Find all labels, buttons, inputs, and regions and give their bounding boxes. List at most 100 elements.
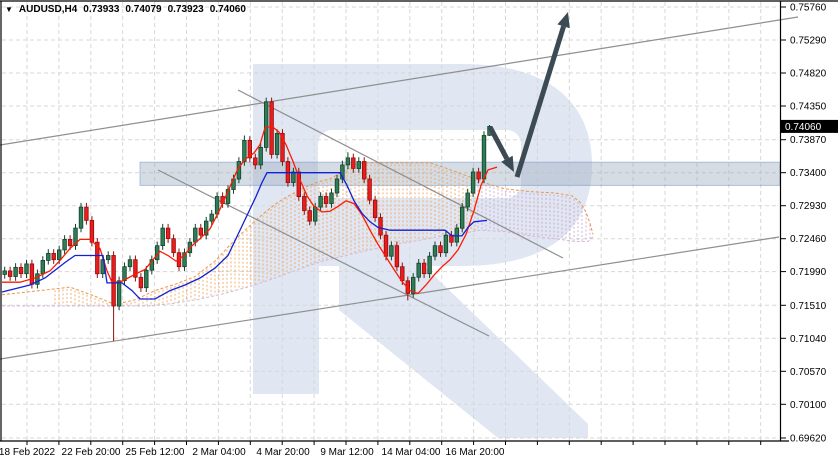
time-label: 16 Mar 20:00	[446, 447, 505, 458]
bull-candle	[116, 280, 122, 307]
price-label: 0.74350	[790, 102, 827, 113]
bear-candle	[269, 101, 274, 155]
bull-candle	[40, 259, 45, 275]
time-label: 25 Feb 12:00	[126, 447, 185, 458]
current-price-label: 0.74060	[785, 122, 822, 133]
senkou-span-a-line	[1, 162, 594, 306]
chart-title-bar: ▼ AUDUSD,H4 0.73933 0.74079 0.73923 0.74…	[5, 4, 246, 15]
bear-candle	[400, 266, 405, 282]
bull-candle	[35, 273, 40, 285]
ascending-channel-upper[interactable]	[0, 16, 799, 146]
bear-candle	[247, 139, 252, 159]
bear-candle	[438, 245, 443, 254]
bear-candle	[111, 255, 116, 307]
forecast-arrow-shaft	[514, 25, 566, 178]
bull-candle	[356, 161, 361, 169]
bull-candle	[160, 227, 165, 247]
forecast-arrow-shaft	[487, 125, 510, 160]
time-label: 14 Mar 04:00	[382, 447, 441, 458]
bull-candle	[57, 249, 62, 261]
time-label: 4 Mar 20:00	[256, 447, 310, 458]
bear-candle	[394, 245, 400, 268]
bear-candle	[18, 266, 24, 275]
bear-candle	[89, 219, 95, 243]
bull-candle	[193, 227, 198, 243]
bull-candle	[432, 245, 438, 257]
price-label: 0.75290	[790, 36, 827, 47]
bull-candle	[144, 269, 149, 289]
bull-candle	[203, 220, 209, 236]
bull-candle	[334, 178, 340, 194]
bear-candle	[405, 280, 410, 294]
bear-candle	[138, 276, 144, 289]
bull-candle	[340, 164, 345, 180]
bull-candle	[345, 157, 351, 166]
bull-candle	[416, 262, 421, 278]
bull-candle	[258, 146, 263, 166]
bull-candle	[274, 132, 280, 155]
bull-candle	[46, 252, 51, 261]
ohlc-high: 0.74079	[125, 4, 162, 15]
kijun-sen-line	[1, 172, 488, 300]
bull-candle	[78, 206, 84, 229]
ohlc-close: 0.74060	[209, 4, 246, 15]
bear-candle	[372, 199, 378, 219]
bear-candle	[323, 196, 329, 204]
bull-candle	[182, 252, 187, 268]
bull-candle	[263, 101, 269, 148]
bull-candle	[459, 206, 465, 229]
bear-candle	[171, 238, 176, 254]
bear-candle	[280, 132, 285, 162]
price-label: 0.71040	[790, 334, 827, 345]
price-label: 0.72930	[790, 201, 827, 212]
descending-line-lower[interactable]	[157, 169, 490, 337]
price-label: 0.75760	[790, 3, 827, 14]
bear-candle	[51, 252, 56, 261]
bull-candle	[291, 171, 296, 183]
price-label: 0.73400	[790, 168, 827, 179]
price-label: 0.71990	[790, 267, 827, 278]
bull-candle	[427, 255, 432, 275]
bear-candle	[302, 196, 307, 211]
bull-candle	[318, 196, 323, 208]
price-label: 0.72460	[790, 234, 827, 245]
forecast-arrow-down-head	[501, 155, 514, 172]
bull-candle	[106, 255, 111, 261]
bear-candle	[165, 227, 171, 240]
bear-candle	[198, 227, 203, 236]
ascending-channel-lower[interactable]	[0, 236, 780, 360]
bear-candle	[84, 206, 89, 221]
price-label: 0.70100	[790, 400, 827, 411]
bear-candle	[7, 270, 13, 277]
bull-candle	[329, 192, 334, 204]
bear-candle	[253, 157, 258, 166]
bull-candle	[454, 227, 459, 243]
price-label: 0.70570	[790, 367, 827, 378]
symbol-period-label: AUDUSD,H4	[18, 4, 78, 15]
bear-candle	[95, 241, 100, 275]
bull-candle	[470, 171, 476, 194]
time-label: 18 Feb 2022	[0, 447, 56, 458]
bear-candle	[378, 217, 383, 236]
bull-candle	[149, 259, 154, 271]
current-price-tag	[781, 119, 838, 133]
bear-candle	[29, 263, 35, 285]
symbol-dropdown-icon[interactable]: ▼	[5, 4, 13, 14]
bull-candle	[443, 234, 449, 254]
bull-candle	[481, 135, 487, 180]
bear-candle	[383, 234, 389, 257]
bear-candle	[133, 259, 138, 278]
bear-candle	[351, 157, 356, 169]
time-label: 9 Mar 12:00	[320, 447, 374, 458]
ohlc-open: 0.73933	[83, 4, 120, 15]
watermark-logo-leg	[339, 266, 588, 438]
bear-candle	[476, 171, 481, 180]
bull-candle	[209, 213, 214, 222]
bull-candle	[389, 245, 394, 257]
descending-line-upper[interactable]	[237, 89, 564, 259]
bull-candle	[312, 206, 318, 222]
forecast-arrow-up-head	[557, 12, 570, 29]
bull-candle	[127, 259, 133, 268]
bull-candle	[62, 238, 67, 251]
